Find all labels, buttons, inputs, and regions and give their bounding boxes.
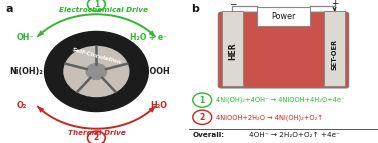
Text: H₂O: H₂O: [150, 101, 167, 110]
FancyBboxPatch shape: [222, 11, 243, 86]
FancyBboxPatch shape: [257, 7, 310, 26]
Text: a: a: [6, 4, 13, 14]
Text: Ni(OH)₂: Ni(OH)₂: [9, 67, 43, 76]
Text: HER: HER: [228, 43, 237, 60]
FancyBboxPatch shape: [218, 12, 349, 88]
Text: 4Ni(OH)₂+4OH⁻ → 4NiOOH+4H₂O+4e⁻: 4Ni(OH)₂+4OH⁻ → 4NiOOH+4H₂O+4e⁻: [216, 97, 345, 103]
Text: H₂O + e⁻: H₂O + e⁻: [130, 33, 167, 42]
Text: 1: 1: [94, 0, 99, 9]
Text: Overall:: Overall:: [193, 132, 225, 138]
Text: Power: Power: [271, 12, 296, 21]
Circle shape: [64, 46, 129, 97]
Text: O₂: O₂: [17, 101, 27, 110]
Text: Electrochemical Drive: Electrochemical Drive: [59, 7, 148, 13]
Text: OH⁻: OH⁻: [17, 33, 34, 42]
Text: 2: 2: [200, 113, 205, 122]
FancyBboxPatch shape: [324, 11, 345, 86]
Text: SET-OER: SET-OER: [332, 39, 338, 70]
Text: 4OH⁻ → 2H₂O+O₂↑ +4e⁻: 4OH⁻ → 2H₂O+O₂↑ +4e⁻: [249, 132, 341, 138]
Text: +: +: [331, 0, 338, 8]
Text: b: b: [191, 4, 199, 14]
Text: Thermal Drive: Thermal Drive: [68, 130, 125, 136]
Text: Self-Circulation: Self-Circulation: [71, 47, 122, 65]
Circle shape: [45, 31, 148, 112]
Text: NiOOH: NiOOH: [141, 67, 170, 76]
Text: 4NiOOH+2H₂O → 4Ni(OH)₂+O₂↑: 4NiOOH+2H₂O → 4Ni(OH)₂+O₂↑: [216, 114, 323, 121]
Text: −: −: [229, 0, 236, 8]
Text: 2: 2: [94, 134, 99, 142]
Text: 1: 1: [200, 96, 205, 105]
Circle shape: [86, 64, 107, 79]
